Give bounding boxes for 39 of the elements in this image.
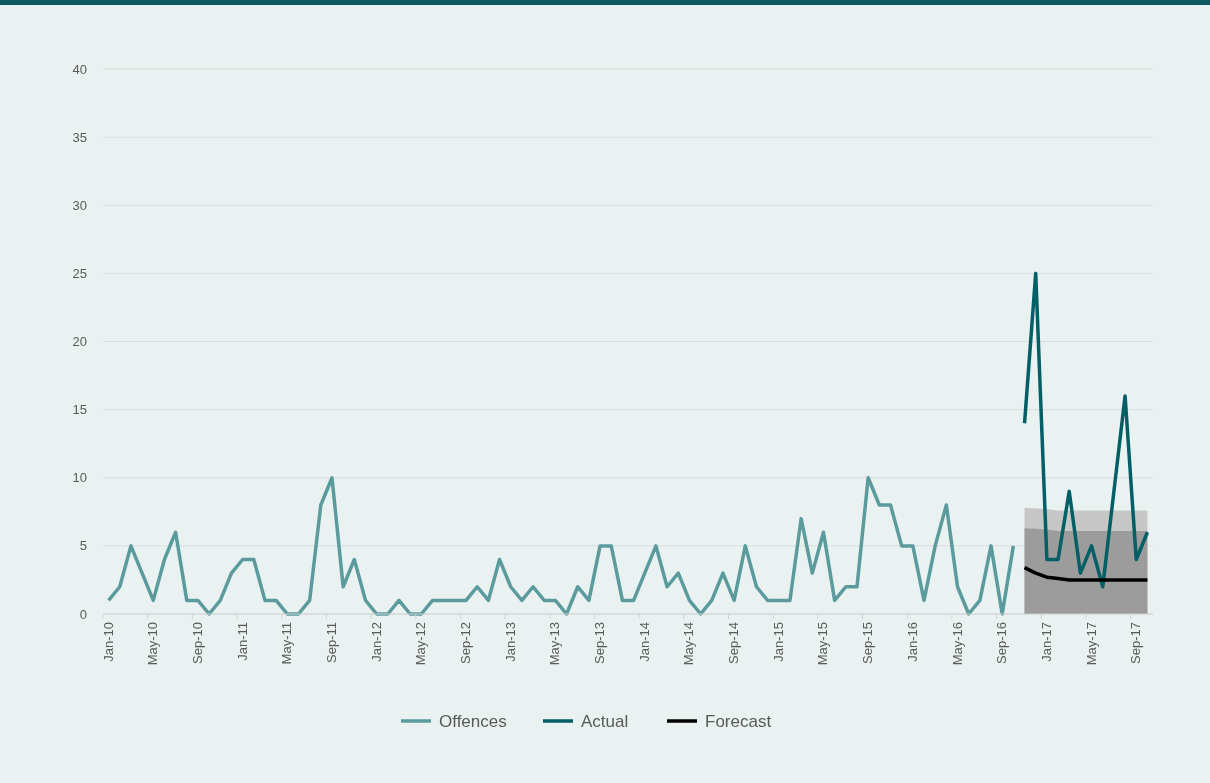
x-tick-label: Jan-13 <box>502 622 518 662</box>
x-tick-label: May-13 <box>547 622 563 666</box>
y-tick-label: 0 <box>79 606 87 622</box>
x-tick-label: Sep-10 <box>189 622 205 664</box>
x-tick-label: May-14 <box>681 622 697 666</box>
x-tick-label: May-10 <box>145 622 161 666</box>
legend-label: Offences <box>439 712 507 731</box>
y-tick-label: 20 <box>72 334 87 349</box>
x-tick-label: May-16 <box>949 622 965 666</box>
y-tick-label: 25 <box>72 265 87 281</box>
x-tick-label: Sep-14 <box>726 622 742 664</box>
x-tick-label: Jan-12 <box>368 622 384 662</box>
legend-label: Forecast <box>705 712 772 731</box>
y-tick-label: 15 <box>72 402 87 418</box>
line-series <box>1022 565 1150 582</box>
y-tick-label: 40 <box>72 61 87 77</box>
line-series <box>106 476 1016 616</box>
line-series <box>1022 271 1150 589</box>
x-tick-label: Sep-17 <box>1128 622 1144 664</box>
x-tick-label: May-17 <box>1083 622 1099 666</box>
x-tick-label: Jan-15 <box>770 622 786 662</box>
legend-label: Actual <box>581 712 629 731</box>
x-tick-label: Jan-10 <box>100 622 116 662</box>
x-tick-label: Sep-16 <box>994 622 1010 664</box>
x-tick-label: Sep-15 <box>860 622 876 664</box>
x-tick-label: Sep-13 <box>592 622 608 664</box>
x-tick-label: May-11 <box>279 622 295 665</box>
x-tick-label: Jan-11 <box>234 622 250 661</box>
x-tick-label: Jan-17 <box>1038 622 1054 662</box>
x-tick-label: Sep-11 <box>323 622 339 663</box>
y-tick-label: 30 <box>72 197 87 213</box>
x-tick-label: Jan-16 <box>904 622 920 662</box>
x-tick-label: May-12 <box>413 622 429 666</box>
x-tick-label: May-15 <box>815 622 831 666</box>
y-tick-label: 35 <box>72 129 87 145</box>
y-tick-label: 5 <box>79 538 87 554</box>
x-tick-label: Sep-12 <box>458 622 474 664</box>
x-tick-label: Jan-14 <box>636 622 652 662</box>
y-tick-label: 10 <box>72 470 87 486</box>
